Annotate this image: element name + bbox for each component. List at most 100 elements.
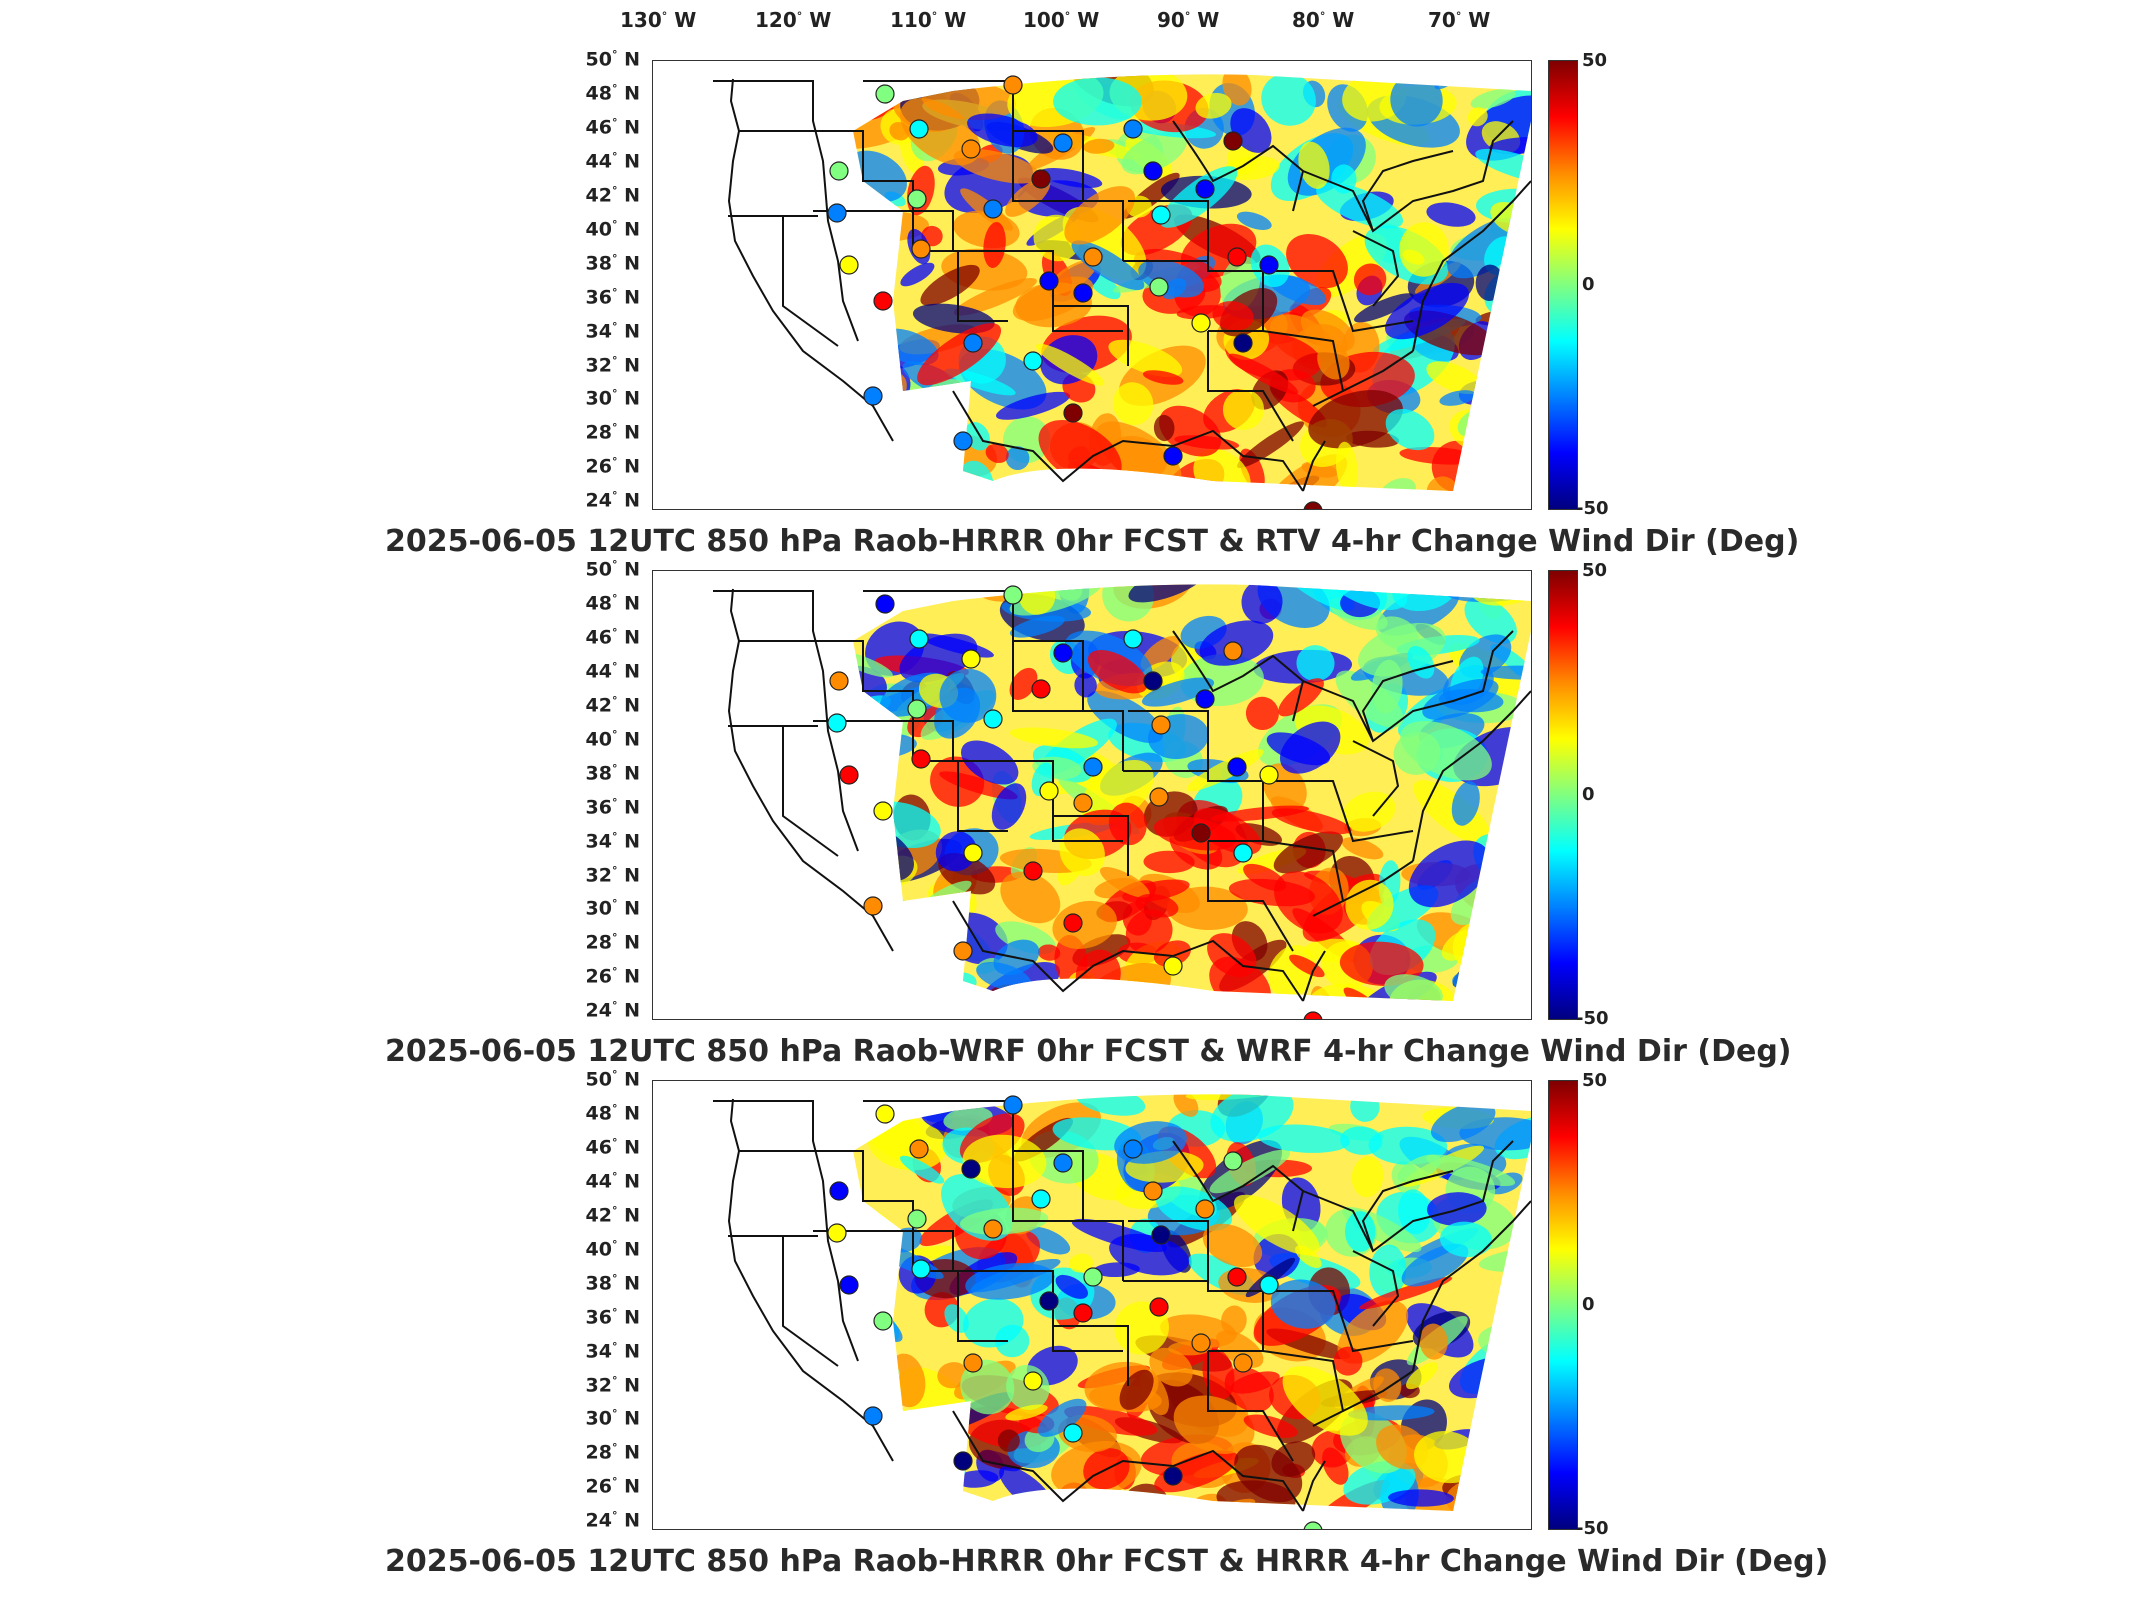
field-patch <box>1480 380 1531 433</box>
field-patch <box>1430 1102 1496 1143</box>
border-line <box>1262 1350 1345 1427</box>
border-line <box>813 1230 954 1271</box>
colorbar-min-label: -50 <box>1576 498 1609 519</box>
latitude-tick-label: 44° N <box>585 1169 640 1193</box>
border-line <box>1263 270 1414 333</box>
latitude-tick-label: 42° N <box>585 183 640 207</box>
border-line <box>1342 1370 1414 1412</box>
field-patch <box>1153 940 1191 967</box>
field-patch <box>1470 88 1516 109</box>
field-patch <box>853 324 898 376</box>
colorbar <box>1548 60 1578 510</box>
field-patch <box>1316 584 1408 610</box>
field-patch <box>1055 1274 1089 1299</box>
field-patch <box>944 1304 969 1333</box>
station-marker <box>1003 585 1023 605</box>
field-patch <box>1463 970 1517 1001</box>
field-patch <box>1243 863 1287 891</box>
field-patch <box>1489 137 1531 154</box>
border-line <box>1352 230 1400 307</box>
latitude-tick-label: 24° N <box>585 1509 640 1532</box>
latitude-tick-label: 26° N <box>585 455 640 478</box>
station-marker <box>1073 793 1093 813</box>
longitude-tick-label: 100° W <box>1023 8 1100 32</box>
latitude-tick-label: 48° N <box>585 591 640 615</box>
field-patch <box>1037 1398 1087 1437</box>
field-patch <box>1274 871 1343 934</box>
station-marker <box>1303 501 1323 509</box>
latitude-tick-label: 30° N <box>585 387 640 410</box>
latitude-tick-label: 34° N <box>585 829 640 852</box>
field-patch <box>1477 918 1531 975</box>
border-line <box>1052 1326 1123 1352</box>
station-marker <box>1151 1225 1171 1245</box>
field-patch <box>1342 791 1396 832</box>
field-patch <box>1439 390 1476 406</box>
station-marker <box>875 594 895 614</box>
border-line <box>727 588 894 952</box>
station-marker <box>863 1406 883 1426</box>
field-patch <box>1112 382 1154 426</box>
station-marker <box>1259 1275 1279 1295</box>
colorbar-min-label: -50 <box>1576 1008 1609 1029</box>
field-patch <box>1241 584 1283 624</box>
station-marker <box>827 713 847 733</box>
map-canvas <box>713 584 1531 1019</box>
station-marker <box>1073 283 1093 303</box>
border-line <box>1361 1170 1454 1252</box>
station-marker <box>1083 247 1103 267</box>
latitude-tick-label: 38° N <box>585 761 640 784</box>
field-patch <box>1160 166 1238 228</box>
field-patch <box>1390 74 1443 127</box>
border-line <box>1342 350 1414 392</box>
field-patch <box>1308 983 1390 1001</box>
field-patch <box>1485 457 1518 484</box>
station-marker <box>961 139 981 159</box>
station-marker <box>873 291 893 311</box>
longitude-tick-label: 120° W <box>755 8 832 32</box>
field-patch <box>1426 1154 1516 1187</box>
field-patch <box>1223 155 1280 181</box>
station-marker <box>1149 787 1169 807</box>
station-marker <box>963 333 983 353</box>
field-patch <box>1503 874 1531 911</box>
colorbar-mid-label: 0 <box>1582 274 1595 295</box>
border-line <box>739 130 1008 322</box>
field-patch <box>939 668 997 723</box>
field-patch <box>1388 1489 1454 1507</box>
field-patch <box>1039 167 1103 189</box>
border-line <box>1263 1290 1414 1353</box>
station-marker <box>983 1219 1003 1239</box>
field-patch <box>1087 649 1148 694</box>
station-marker <box>1123 1139 1143 1159</box>
field-patch <box>1143 850 1195 874</box>
border-line <box>1128 710 1264 842</box>
field-patch <box>995 921 1056 955</box>
station-marker <box>1233 1353 1253 1373</box>
field-patch <box>1202 1223 1263 1268</box>
station-marker <box>983 709 1003 729</box>
field-patch <box>900 1155 945 1184</box>
station-marker <box>1063 403 1083 423</box>
field-patch <box>1257 1124 1350 1153</box>
colorbar-max-label: 50 <box>1582 50 1608 71</box>
field-patch <box>1005 1404 1048 1421</box>
station-marker <box>873 1311 893 1331</box>
field-patch <box>962 1134 1047 1189</box>
field-patch <box>1483 938 1531 952</box>
field-patch <box>1135 893 1179 918</box>
field-patch <box>1142 370 1184 385</box>
field-patch <box>963 1298 1024 1348</box>
station-marker <box>911 749 931 769</box>
field-patch <box>1488 428 1531 476</box>
station-marker <box>1053 643 1073 663</box>
field-patch <box>900 923 924 958</box>
field-patch <box>1140 636 1180 671</box>
field-patch <box>1234 1444 1303 1503</box>
field-patch <box>1335 441 1358 491</box>
field-patch <box>1490 1446 1531 1506</box>
field-patch <box>1300 309 1355 352</box>
field-patch <box>862 417 893 446</box>
station-marker <box>963 843 983 863</box>
station-marker <box>1023 351 1043 371</box>
